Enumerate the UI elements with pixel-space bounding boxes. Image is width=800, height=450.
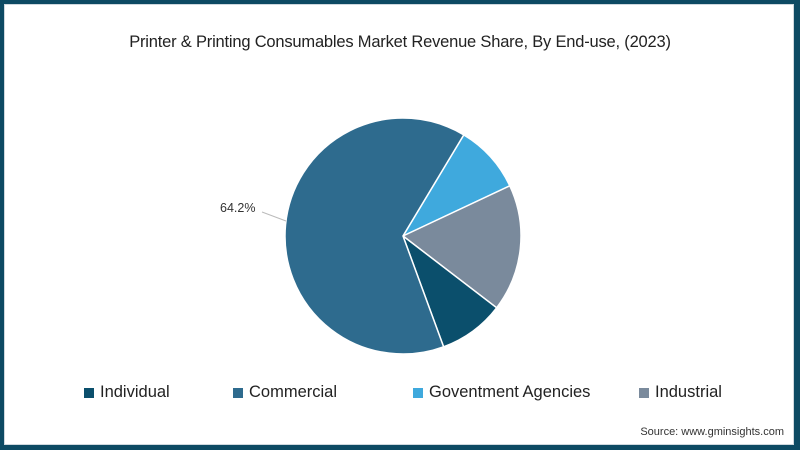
legend-label: Goventment Agencies	[429, 383, 591, 401]
pie-slice-industrial	[401, 184, 522, 309]
legend-swatch-icon	[413, 387, 423, 398]
legend: Individual Commercial Goventment Agencie…	[0, 383, 800, 407]
legend-swatch-icon	[84, 387, 94, 398]
legend-label: Commercial	[249, 383, 338, 401]
legend-swatch-icon	[233, 387, 243, 398]
legend-swatch-icon	[639, 387, 649, 398]
legend-label: Individual	[100, 383, 170, 401]
legend-item-industrial: Industrial	[639, 383, 722, 402]
source-note: Source: www.gminsights.com	[640, 426, 784, 438]
pie-slice-commercial	[284, 117, 465, 355]
legend-label: Industrial	[655, 383, 722, 401]
callout-leader-line	[261, 211, 287, 222]
legend-item-individual: Individual	[84, 383, 170, 402]
chart-title: Printer & Printing Consumables Market Re…	[129, 33, 671, 51]
commercial-value-label: 64.2%	[220, 201, 256, 215]
legend-item-government-agencies: Goventment Agencies	[413, 383, 590, 402]
legend-item-commercial: Commercial	[233, 383, 337, 402]
